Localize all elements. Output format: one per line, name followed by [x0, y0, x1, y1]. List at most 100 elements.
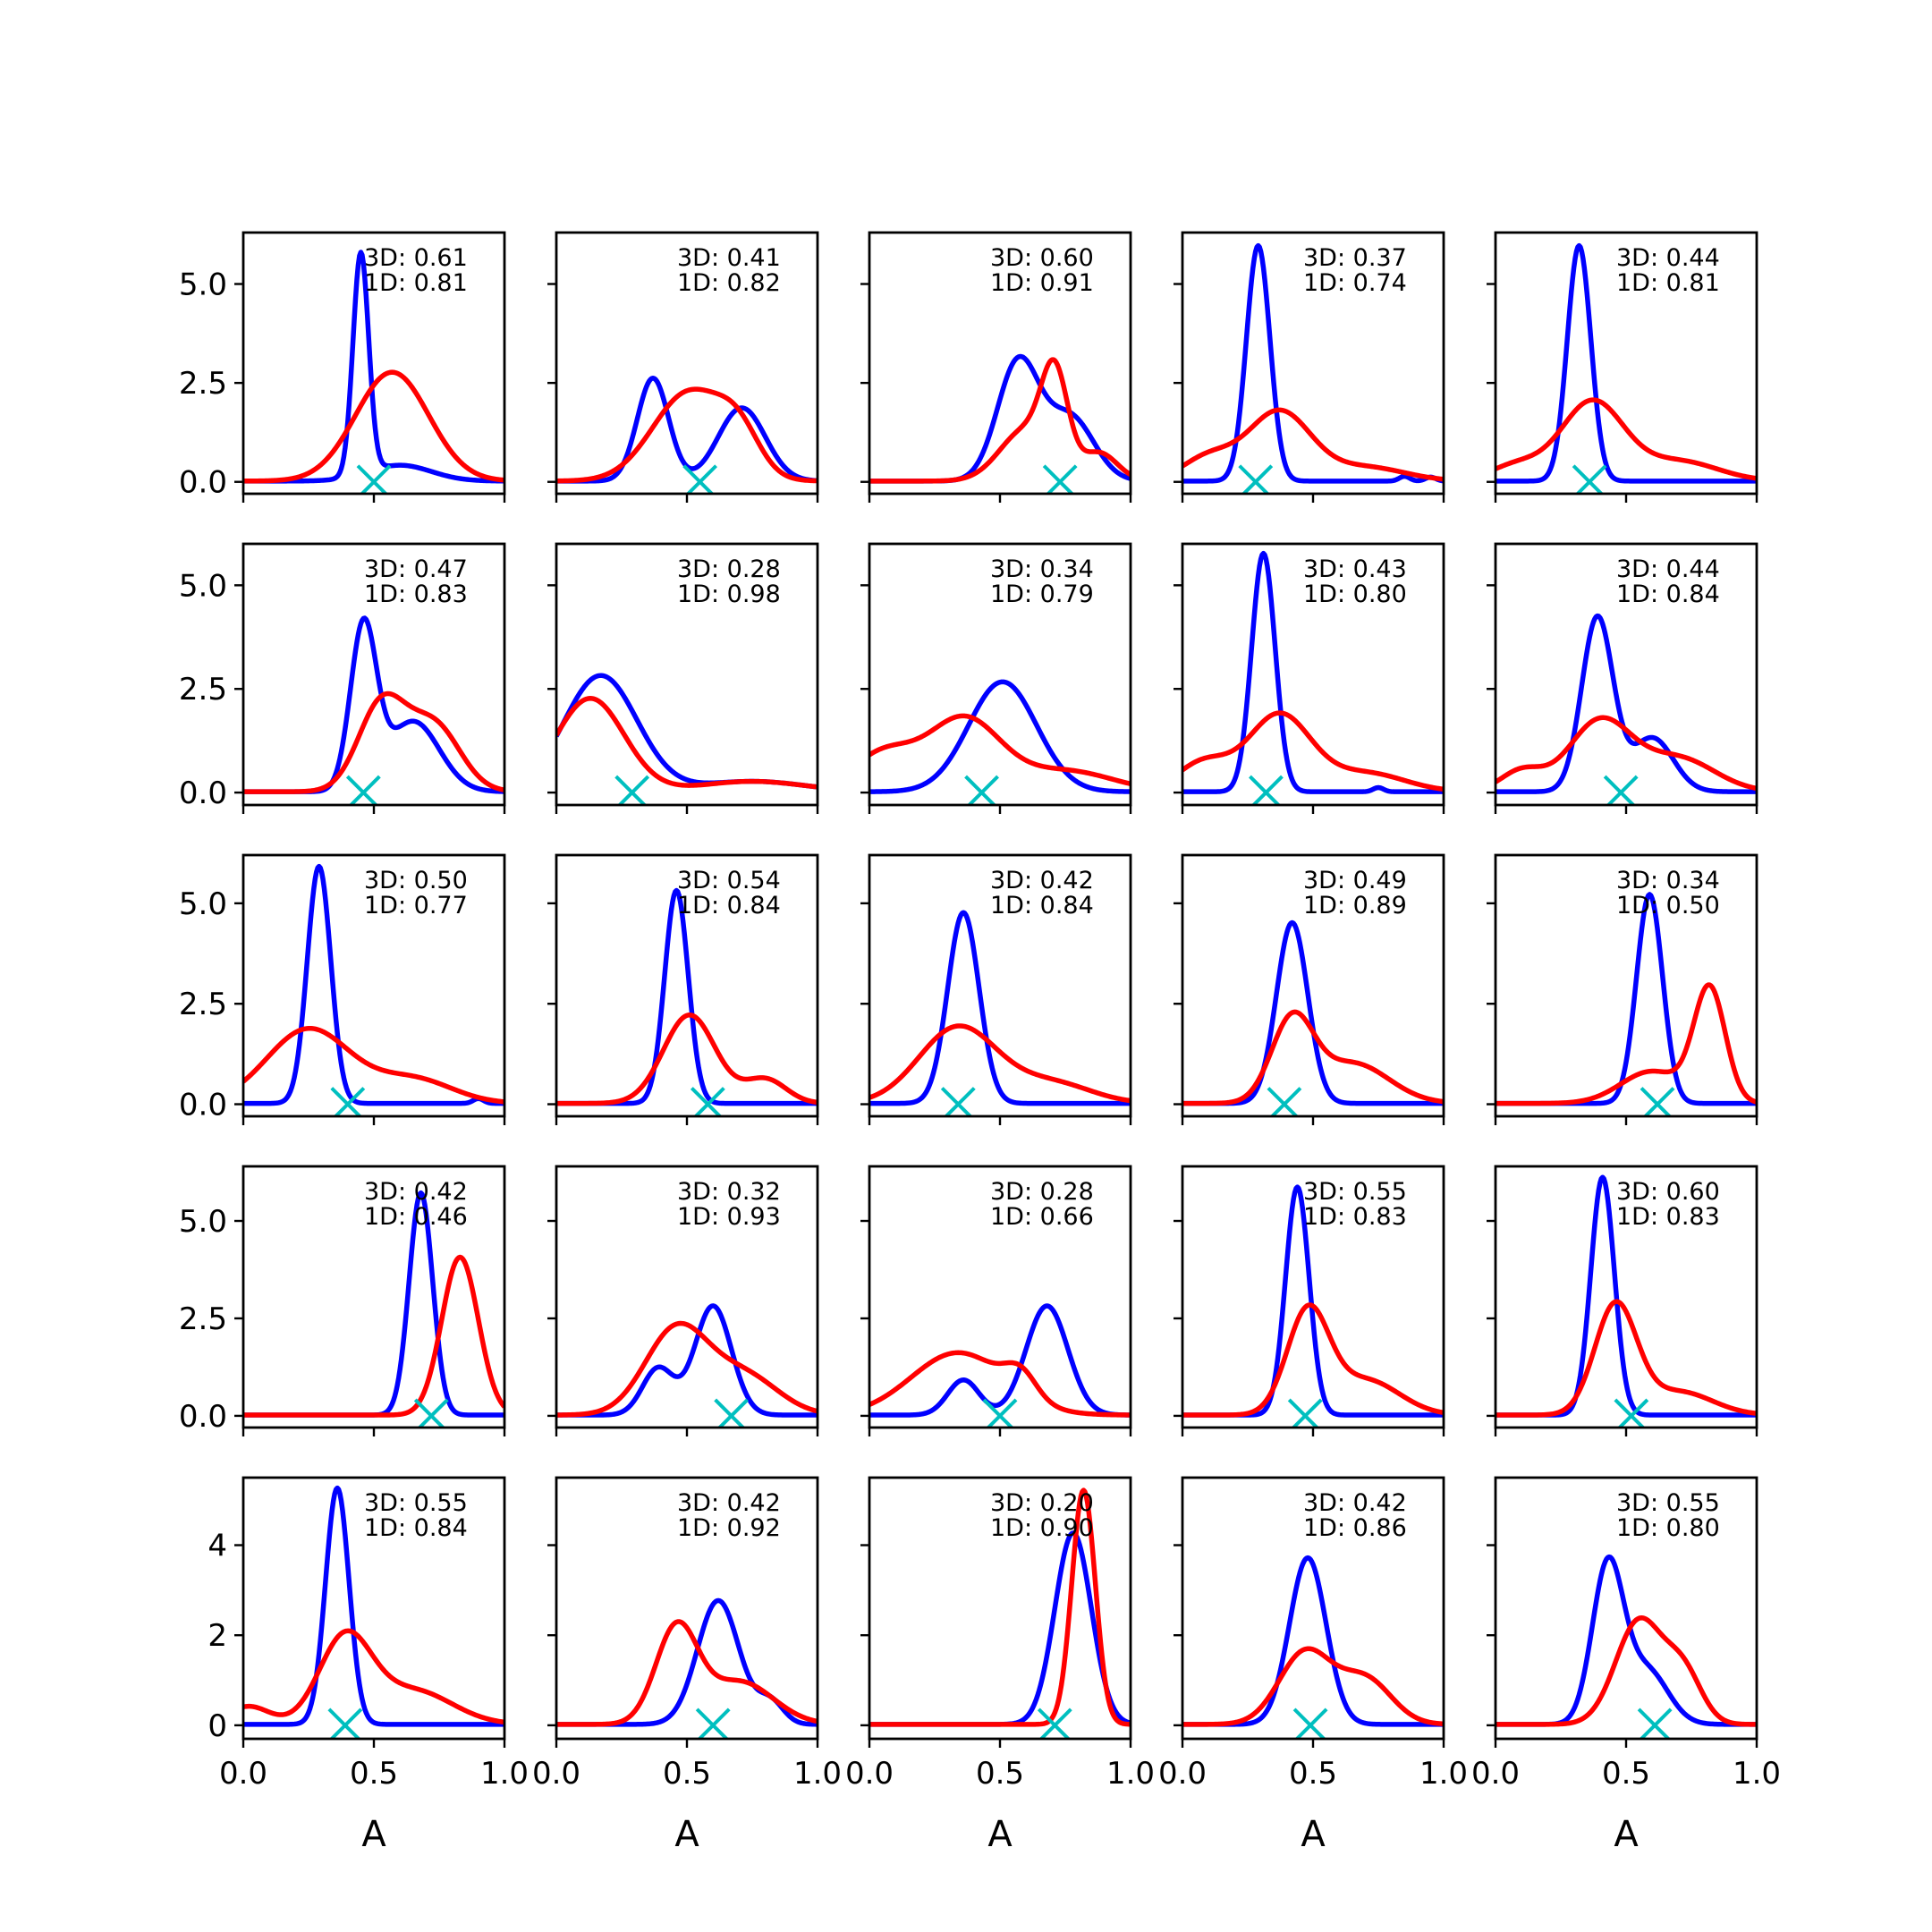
y-tick-label: 2.5: [179, 366, 227, 402]
annotation-3d: 3D: 0.42: [1303, 1489, 1407, 1517]
annotation-3d: 3D: 0.34: [1616, 867, 1720, 894]
1d-density-line: [243, 1254, 504, 1418]
1d-density-line: [1182, 1009, 1444, 1106]
y-tick-label: 5.0: [179, 886, 227, 922]
3d-density-line: [1496, 242, 1757, 484]
1d-density-line: [1496, 1615, 1757, 1727]
annotation-3d: 3D: 0.42: [364, 1178, 468, 1206]
annotation-3d: 3D: 0.55: [1303, 1178, 1407, 1206]
plot-area: [869, 1487, 1131, 1739]
true-value-marker: [1637, 1707, 1673, 1739]
true-value-marker: [1037, 1707, 1072, 1739]
y-tick-label: 4: [208, 1529, 227, 1564]
3d-density-line: [243, 1485, 504, 1727]
annotation-1d: 1D: 0.83: [1616, 1203, 1720, 1231]
annotation-3d: 3D: 0.50: [364, 867, 468, 894]
1d-density-line: [869, 1350, 1131, 1418]
x-axis-label: A: [987, 1814, 1013, 1855]
annotation-1d: 1D: 0.93: [677, 1203, 781, 1231]
1d-density-line: [1496, 397, 1757, 481]
1d-density-line: [556, 386, 818, 484]
annotation-1d: 1D: 0.86: [1303, 1514, 1407, 1542]
1d-density-line: [556, 1320, 818, 1418]
x-tick-label: 0.5: [976, 1756, 1024, 1792]
x-tick-label: 1.0: [1106, 1756, 1155, 1792]
plot-area: [556, 673, 818, 805]
true-value-marker: [1640, 1087, 1675, 1116]
annotation-3d: 3D: 0.42: [677, 1489, 781, 1517]
annotation-1d: 1D: 0.84: [1616, 580, 1720, 608]
true-value-marker: [327, 1707, 363, 1739]
x-tick-label: 0.0: [532, 1756, 580, 1792]
y-tick-label: 0.0: [179, 465, 227, 501]
plot-area: [1496, 892, 1757, 1116]
annotation-1d: 1D: 0.74: [1303, 269, 1407, 297]
3d-density-line: [869, 1303, 1131, 1418]
1d-density-line: [556, 696, 818, 790]
annotation-3d: 3D: 0.41: [677, 244, 781, 272]
annotation-1d: 1D: 0.91: [990, 269, 1094, 297]
plot-area: [243, 863, 504, 1116]
annotation-3d: 3D: 0.47: [364, 555, 468, 583]
x-tick-label: 1.0: [793, 1756, 842, 1792]
annotation-1d: 1D: 0.83: [364, 580, 468, 608]
3d-density-line: [869, 910, 1131, 1106]
1d-density-line: [1496, 715, 1757, 792]
annotation-1d: 1D: 0.46: [364, 1203, 468, 1231]
1d-density-line: [243, 691, 504, 794]
annotation-1d: 1D: 0.84: [364, 1514, 468, 1542]
annotation-3d: 3D: 0.49: [1303, 867, 1407, 894]
x-tick-label: 1.0: [1733, 1756, 1781, 1792]
true-value-marker: [940, 1087, 976, 1116]
annotation-3d: 3D: 0.55: [364, 1489, 468, 1517]
x-tick-label: 0.5: [350, 1756, 398, 1792]
annotation-3d: 3D: 0.54: [677, 867, 781, 894]
x-tick-label: 0.0: [845, 1756, 894, 1792]
x-axis-label: A: [1614, 1814, 1639, 1855]
x-tick-label: 1.0: [480, 1756, 529, 1792]
x-tick-label: 1.0: [1419, 1756, 1468, 1792]
annotation-3d: 3D: 0.28: [677, 555, 781, 583]
1d-density-line: [1496, 982, 1757, 1106]
x-tick-label: 0.5: [663, 1756, 711, 1792]
annotation-3d: 3D: 0.42: [990, 867, 1094, 894]
y-tick-label: 0: [208, 1708, 227, 1744]
annotation-1d: 1D: 0.80: [1303, 580, 1407, 608]
1d-density-line: [243, 1025, 504, 1105]
plot-area: [869, 1303, 1131, 1428]
y-tick-label: 0.0: [179, 775, 227, 811]
annotation-1d: 1D: 0.98: [677, 580, 781, 608]
plot-area: [1182, 1555, 1444, 1739]
3d-density-line: [1496, 613, 1757, 794]
plot-area: [243, 1485, 504, 1739]
3d-density-line: [1182, 550, 1444, 794]
plot-area: [556, 1597, 818, 1739]
annotation-3d: 3D: 0.43: [1303, 555, 1407, 583]
y-tick-label: 0.0: [179, 1088, 227, 1123]
x-tick-label: 0.0: [1471, 1756, 1520, 1792]
y-tick-label: 0.0: [179, 1399, 227, 1435]
annotation-1d: 1D: 0.82: [677, 269, 781, 297]
y-tick-label: 5.0: [179, 568, 227, 604]
annotation-1d: 1D: 0.77: [364, 892, 468, 919]
annotation-1d: 1D: 0.79: [990, 580, 1094, 608]
annotation-3d: 3D: 0.60: [990, 244, 1094, 272]
annotation-3d: 3D: 0.37: [1303, 244, 1407, 272]
plot-area: [1496, 613, 1757, 805]
1d-density-line: [1496, 1299, 1757, 1418]
annotation-1d: 1D: 0.92: [677, 1514, 781, 1542]
